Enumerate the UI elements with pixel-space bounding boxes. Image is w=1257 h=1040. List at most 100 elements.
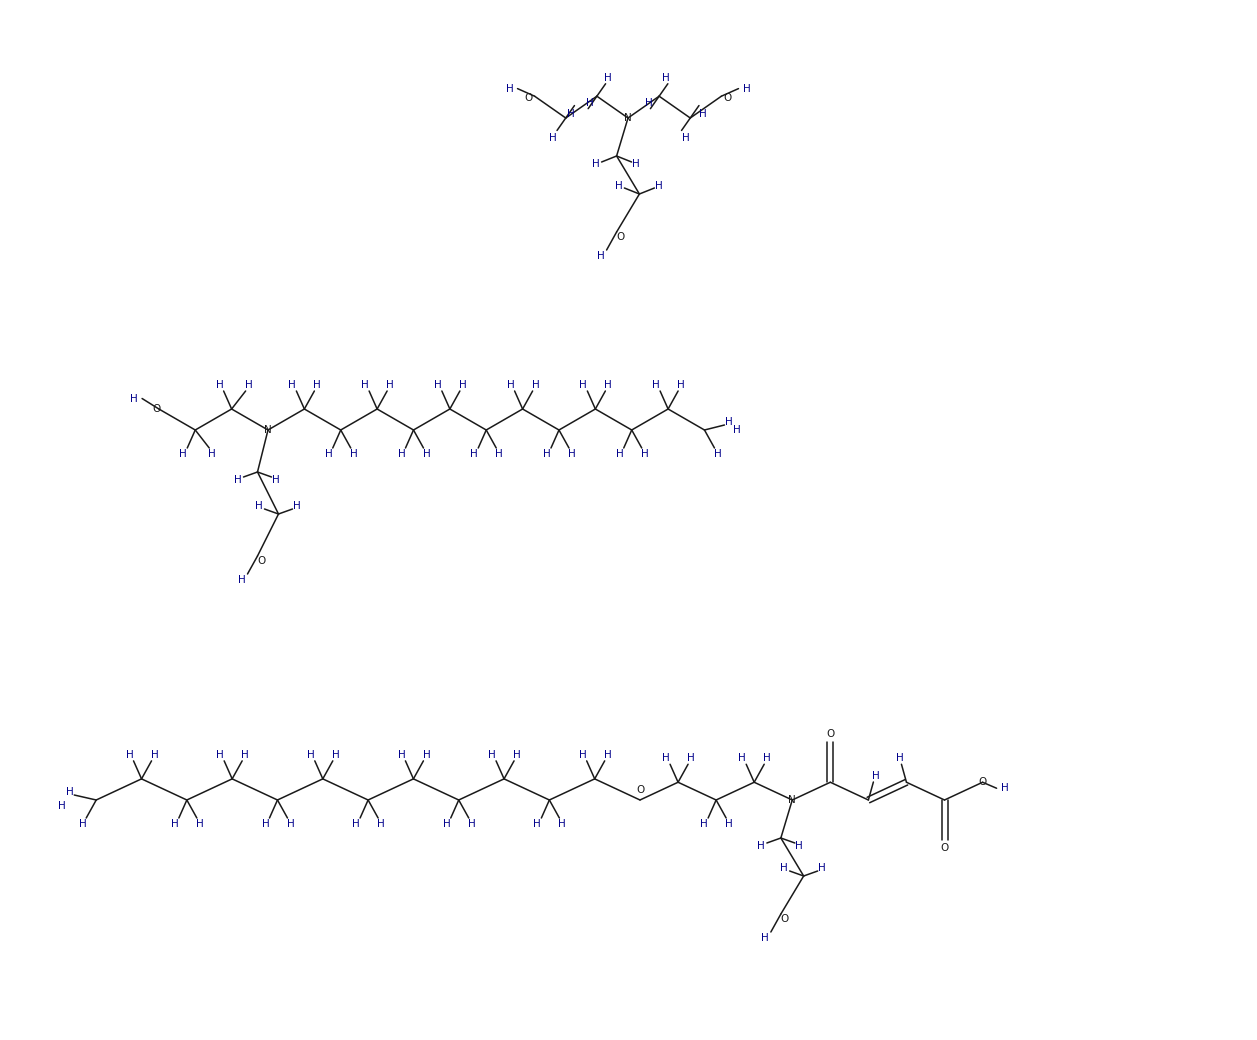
Text: O: O xyxy=(781,914,789,924)
Text: H: H xyxy=(818,863,826,873)
Text: H: H xyxy=(632,159,640,170)
Text: H: H xyxy=(532,380,539,390)
Text: H: H xyxy=(209,449,216,459)
Text: H: H xyxy=(245,380,253,390)
Text: H: H xyxy=(681,133,689,144)
Text: N: N xyxy=(264,425,272,435)
Text: N: N xyxy=(625,113,632,123)
Text: O: O xyxy=(153,404,161,414)
Text: O: O xyxy=(258,556,265,566)
Text: H: H xyxy=(586,98,595,108)
Text: H: H xyxy=(603,750,612,760)
Text: H: H xyxy=(652,380,660,390)
Text: H: H xyxy=(293,501,300,511)
Text: H: H xyxy=(699,108,706,119)
Text: H: H xyxy=(126,750,133,760)
Text: H: H xyxy=(662,753,670,763)
Text: O: O xyxy=(826,729,835,739)
Text: H: H xyxy=(578,750,587,760)
Text: H: H xyxy=(422,449,430,459)
Text: O: O xyxy=(616,232,625,242)
Text: H: H xyxy=(678,380,685,390)
Text: H: H xyxy=(171,820,178,829)
Text: H: H xyxy=(470,449,478,459)
Text: H: H xyxy=(779,863,788,873)
Text: H: H xyxy=(794,841,803,851)
Text: H: H xyxy=(241,750,249,760)
Text: H: H xyxy=(597,251,605,261)
Text: H: H xyxy=(434,380,441,390)
Text: H: H xyxy=(377,820,385,829)
Text: H: H xyxy=(79,820,87,829)
Text: H: H xyxy=(442,820,450,829)
Text: H: H xyxy=(180,449,187,459)
Text: H: H xyxy=(67,787,74,797)
Text: H: H xyxy=(386,380,393,390)
Text: H: H xyxy=(307,750,314,760)
Text: H: H xyxy=(616,449,623,459)
Text: H: H xyxy=(760,933,769,943)
Text: H: H xyxy=(763,753,771,763)
Text: H: H xyxy=(332,750,339,760)
Text: H: H xyxy=(605,380,612,390)
Text: H: H xyxy=(1001,783,1008,794)
Text: H: H xyxy=(289,380,297,390)
Text: H: H xyxy=(468,820,475,829)
Text: H: H xyxy=(714,449,722,459)
Text: O: O xyxy=(524,94,533,103)
Text: H: H xyxy=(895,753,904,763)
Text: H: H xyxy=(352,820,360,829)
Text: H: H xyxy=(688,753,695,763)
Text: H: H xyxy=(700,820,708,829)
Text: H: H xyxy=(397,449,405,459)
Text: H: H xyxy=(757,841,764,851)
Text: H: H xyxy=(313,380,322,390)
Text: O: O xyxy=(723,94,732,103)
Text: H: H xyxy=(655,181,662,191)
Text: H: H xyxy=(513,750,520,760)
Text: H: H xyxy=(567,108,574,119)
Text: H: H xyxy=(196,820,204,829)
Text: H: H xyxy=(505,83,513,94)
Text: H: H xyxy=(261,820,269,829)
Text: H: H xyxy=(459,380,466,390)
Text: H: H xyxy=(216,750,224,760)
Text: H: H xyxy=(349,449,358,459)
Text: H: H xyxy=(507,380,514,390)
Text: H: H xyxy=(397,750,405,760)
Text: H: H xyxy=(645,98,652,108)
Text: H: H xyxy=(743,83,750,94)
Text: H: H xyxy=(272,475,279,485)
Text: H: H xyxy=(558,820,566,829)
Text: H: H xyxy=(495,449,503,459)
Text: H: H xyxy=(234,475,241,485)
Text: H: H xyxy=(733,425,740,435)
Text: H: H xyxy=(738,753,747,763)
Text: H: H xyxy=(238,575,245,584)
Text: H: H xyxy=(603,73,611,83)
Text: H: H xyxy=(255,501,263,511)
Text: H: H xyxy=(216,380,224,390)
Text: O: O xyxy=(636,785,644,795)
Text: H: H xyxy=(533,820,542,829)
Text: H: H xyxy=(151,750,158,760)
Text: H: H xyxy=(662,73,670,83)
Text: H: H xyxy=(615,181,622,191)
Text: H: H xyxy=(324,449,333,459)
Text: H: H xyxy=(361,380,370,390)
Text: H: H xyxy=(488,750,497,760)
Text: H: H xyxy=(543,449,551,459)
Text: O: O xyxy=(978,777,987,787)
Text: H: H xyxy=(871,771,879,781)
Text: H: H xyxy=(422,750,430,760)
Text: H: H xyxy=(287,820,294,829)
Text: N: N xyxy=(788,795,796,805)
Text: H: H xyxy=(592,159,600,170)
Text: O: O xyxy=(940,843,949,853)
Text: H: H xyxy=(131,393,138,404)
Text: H: H xyxy=(724,417,733,427)
Text: H: H xyxy=(641,449,649,459)
Text: H: H xyxy=(568,449,576,459)
Text: H: H xyxy=(725,820,733,829)
Text: H: H xyxy=(58,801,67,811)
